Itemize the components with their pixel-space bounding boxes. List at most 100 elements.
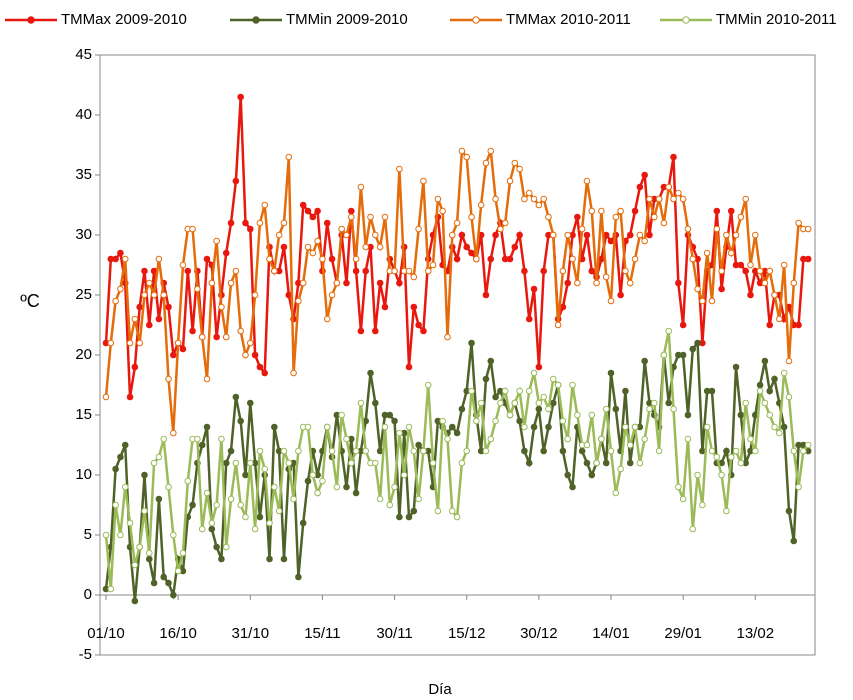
point	[703, 249, 711, 257]
point	[756, 387, 764, 395]
point	[213, 237, 220, 245]
point	[242, 219, 249, 227]
point	[492, 231, 499, 239]
point	[780, 261, 788, 269]
point	[569, 381, 576, 389]
point	[309, 471, 317, 479]
point	[314, 237, 321, 245]
point	[237, 417, 244, 425]
point	[107, 339, 115, 347]
point	[525, 387, 533, 395]
legend-marker	[682, 16, 690, 24]
point	[112, 297, 119, 305]
point	[473, 255, 480, 263]
y-axis-label: ºC	[20, 291, 40, 311]
point	[501, 219, 509, 227]
point	[598, 435, 605, 443]
point	[516, 165, 523, 173]
point	[660, 351, 668, 359]
point	[684, 225, 692, 233]
point	[458, 459, 466, 467]
point	[737, 411, 745, 419]
point	[328, 255, 336, 263]
point	[396, 279, 403, 287]
point	[290, 369, 297, 377]
point	[468, 213, 475, 221]
point	[131, 561, 139, 569]
point	[588, 267, 596, 275]
point	[545, 213, 552, 221]
point	[549, 231, 557, 239]
point	[626, 231, 634, 239]
series-line	[104, 330, 810, 590]
point	[665, 327, 673, 335]
point	[424, 267, 432, 275]
point	[723, 231, 730, 239]
point	[145, 279, 153, 287]
point	[679, 321, 687, 329]
point	[237, 501, 244, 509]
point	[323, 315, 331, 323]
point	[602, 405, 610, 413]
point	[352, 267, 360, 275]
point	[530, 285, 538, 293]
point	[506, 255, 514, 263]
point	[776, 429, 783, 437]
point	[155, 255, 163, 263]
point	[415, 495, 422, 503]
point	[458, 405, 466, 413]
point	[482, 291, 490, 299]
point	[771, 291, 778, 299]
point	[482, 447, 490, 455]
point	[617, 465, 624, 473]
point	[246, 225, 254, 233]
point	[266, 255, 273, 263]
point	[170, 351, 177, 359]
point	[295, 297, 302, 305]
point	[785, 507, 793, 515]
y-tick-label: 45	[75, 46, 92, 63]
point	[165, 483, 172, 491]
point	[299, 279, 307, 287]
point	[670, 153, 677, 161]
point	[444, 333, 451, 341]
point	[352, 489, 360, 497]
point	[420, 447, 427, 455]
point	[583, 231, 591, 239]
point	[574, 411, 581, 419]
x-tick-label: 01/10	[87, 625, 125, 642]
point	[679, 351, 687, 359]
point	[564, 231, 572, 239]
y-tick-label: -5	[79, 646, 92, 663]
point	[785, 393, 793, 401]
point	[117, 531, 124, 539]
point	[246, 339, 254, 347]
point	[203, 489, 211, 497]
point	[641, 171, 648, 179]
point	[261, 465, 269, 473]
x-tick-label: 16/10	[159, 625, 197, 642]
x-tick-label: 15/11	[304, 625, 340, 642]
legend-label: TMMin 2010-2011	[716, 11, 837, 28]
point	[420, 327, 427, 335]
point	[198, 333, 206, 341]
point	[535, 405, 543, 413]
point	[506, 177, 514, 185]
point	[511, 159, 519, 167]
point	[742, 267, 749, 275]
x-tick-label: 29/01	[664, 625, 702, 642]
point	[227, 279, 235, 287]
point	[694, 339, 701, 347]
point	[357, 183, 365, 191]
point	[280, 219, 288, 227]
point	[232, 459, 240, 467]
point	[525, 459, 533, 467]
point	[102, 531, 110, 539]
point	[540, 195, 547, 203]
point	[405, 363, 413, 371]
point	[742, 195, 749, 203]
point	[381, 213, 389, 221]
series-line	[104, 147, 809, 434]
point	[795, 321, 802, 329]
point	[376, 495, 384, 503]
